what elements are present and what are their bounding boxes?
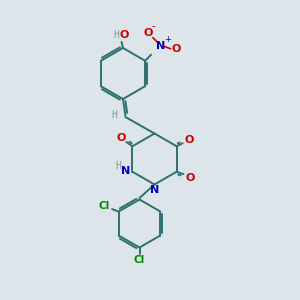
Text: -: -	[152, 22, 156, 32]
Text: N: N	[150, 185, 159, 195]
Text: N: N	[156, 41, 166, 51]
Text: N: N	[121, 166, 130, 176]
Text: Cl: Cl	[134, 255, 145, 265]
Text: O: O	[116, 133, 126, 143]
Text: H: H	[111, 110, 117, 121]
Text: O: O	[120, 30, 129, 40]
Text: +: +	[164, 34, 171, 43]
Text: H: H	[115, 161, 121, 171]
Text: O: O	[144, 28, 153, 38]
Text: Cl: Cl	[98, 201, 109, 211]
Text: O: O	[172, 44, 181, 54]
Text: O: O	[185, 173, 195, 183]
Text: O: O	[184, 135, 194, 145]
Text: H: H	[113, 30, 119, 40]
